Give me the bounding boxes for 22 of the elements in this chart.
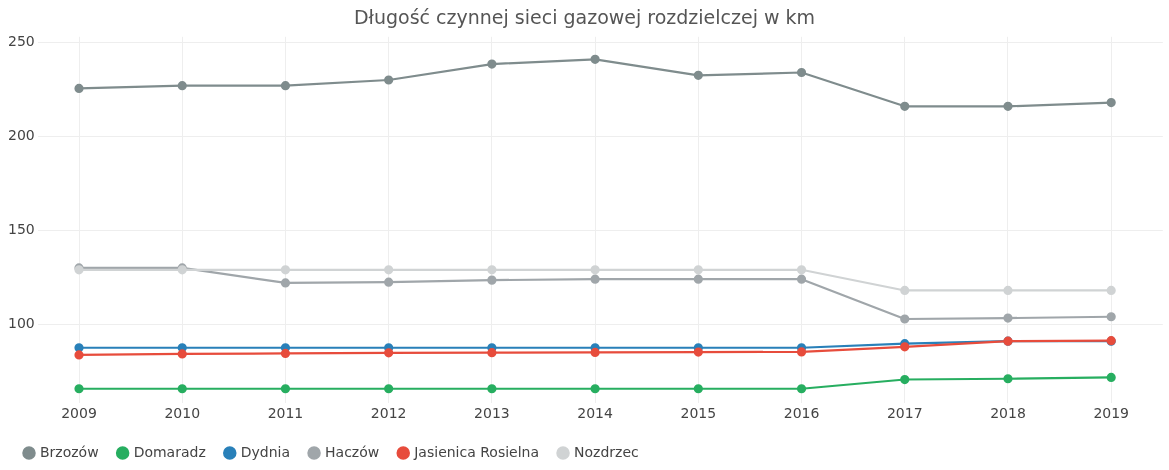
- x-tick-label: 2009: [61, 405, 97, 422]
- y-tick-label: 150: [7, 220, 35, 237]
- y-tick-label: 200: [7, 127, 35, 144]
- x-tick-label: 2016: [783, 405, 820, 422]
- chart-title: Długość czynnej sieci gazowej rozdzielczej w km: [353, 6, 816, 29]
- x-tick-label: 2011: [267, 405, 304, 422]
- legend-label: Brzozów: [40, 443, 99, 460]
- legend-label: Haczów: [325, 443, 380, 460]
- y-tick-label: 250: [7, 33, 35, 50]
- x-tick-label: 2014: [577, 405, 613, 422]
- x-tick-label: 2013: [474, 405, 510, 422]
- x-tick-label: 2019: [1093, 405, 1130, 422]
- x-tick-label: 2012: [370, 405, 407, 422]
- x-tick-label: 2017: [886, 405, 923, 422]
- legend-label: Nozdrzec: [574, 443, 639, 460]
- x-tick-label: 2010: [164, 405, 201, 422]
- legend-label: Dydnia: [240, 443, 291, 460]
- legend-label: Domaradz: [133, 443, 206, 460]
- y-tick-label: 100: [7, 314, 35, 331]
- x-tick-label: 2018: [990, 405, 1026, 422]
- legend-label: Jasienica Rosielna: [413, 443, 540, 460]
- x-tick-label: 2015: [680, 405, 717, 422]
